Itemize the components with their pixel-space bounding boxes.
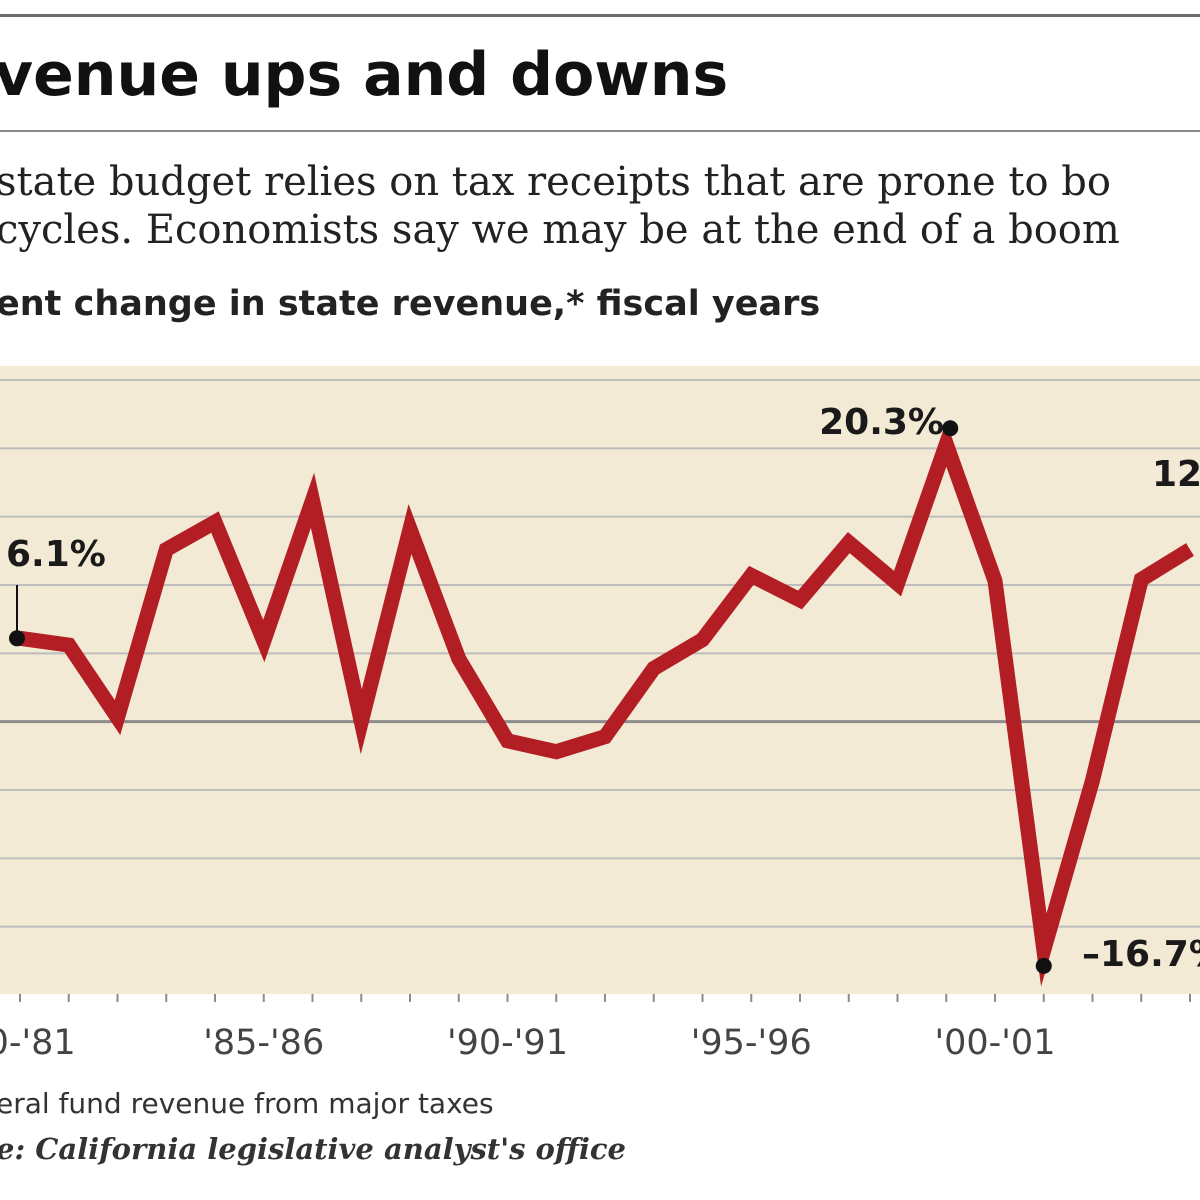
top-rule [0, 14, 1200, 17]
x-tick-label: '90-'91 [447, 1023, 568, 1063]
line-chart: 80-'81'85-'86'90-'91'95-'96'00-'01'05 6.… [0, 366, 1200, 1063]
chart-subtitle: state budget relies on tax receipts that… [0, 158, 1200, 254]
annotation-marker [9, 630, 25, 647]
data-label: 6.1% [6, 534, 106, 575]
subtitle-line-2: cycles. Economists say we may be at the … [0, 207, 1120, 253]
annotation-marker [1035, 957, 1052, 974]
x-tick-label: '95-'96 [691, 1023, 812, 1063]
annotations: 6.1% 20.3% –16.7% 12 [6, 402, 1200, 975]
annotation-marker [942, 420, 959, 437]
data-label: 12 [1152, 454, 1200, 495]
x-axis-ticks [19, 994, 1191, 1002]
x-axis-labels: 80-'81'85-'86'90-'91'95-'96'00-'01'05 [0, 1023, 1056, 1063]
revenue-change-line [18, 421, 1194, 987]
chart-measure-label: ent change in state revenue,* fiscal yea… [0, 284, 821, 324]
source-note: e: California legislative analyst's offi… [0, 1132, 626, 1166]
x-tick-label: '00-'01 [935, 1023, 1056, 1063]
x-tick-label: '85-'86 [203, 1023, 324, 1063]
x-tick-label: 80-'81 [0, 1023, 76, 1063]
plot-background [0, 366, 1200, 994]
data-label: 20.3% [819, 402, 944, 443]
title-rule [0, 130, 1200, 132]
chart-title: venue ups and downs [0, 40, 729, 110]
subtitle-line-1: state budget relies on tax receipts that… [0, 159, 1111, 205]
footnote: eral fund revenue from major taxes [0, 1087, 494, 1120]
data-label: –16.7% [1082, 934, 1200, 975]
